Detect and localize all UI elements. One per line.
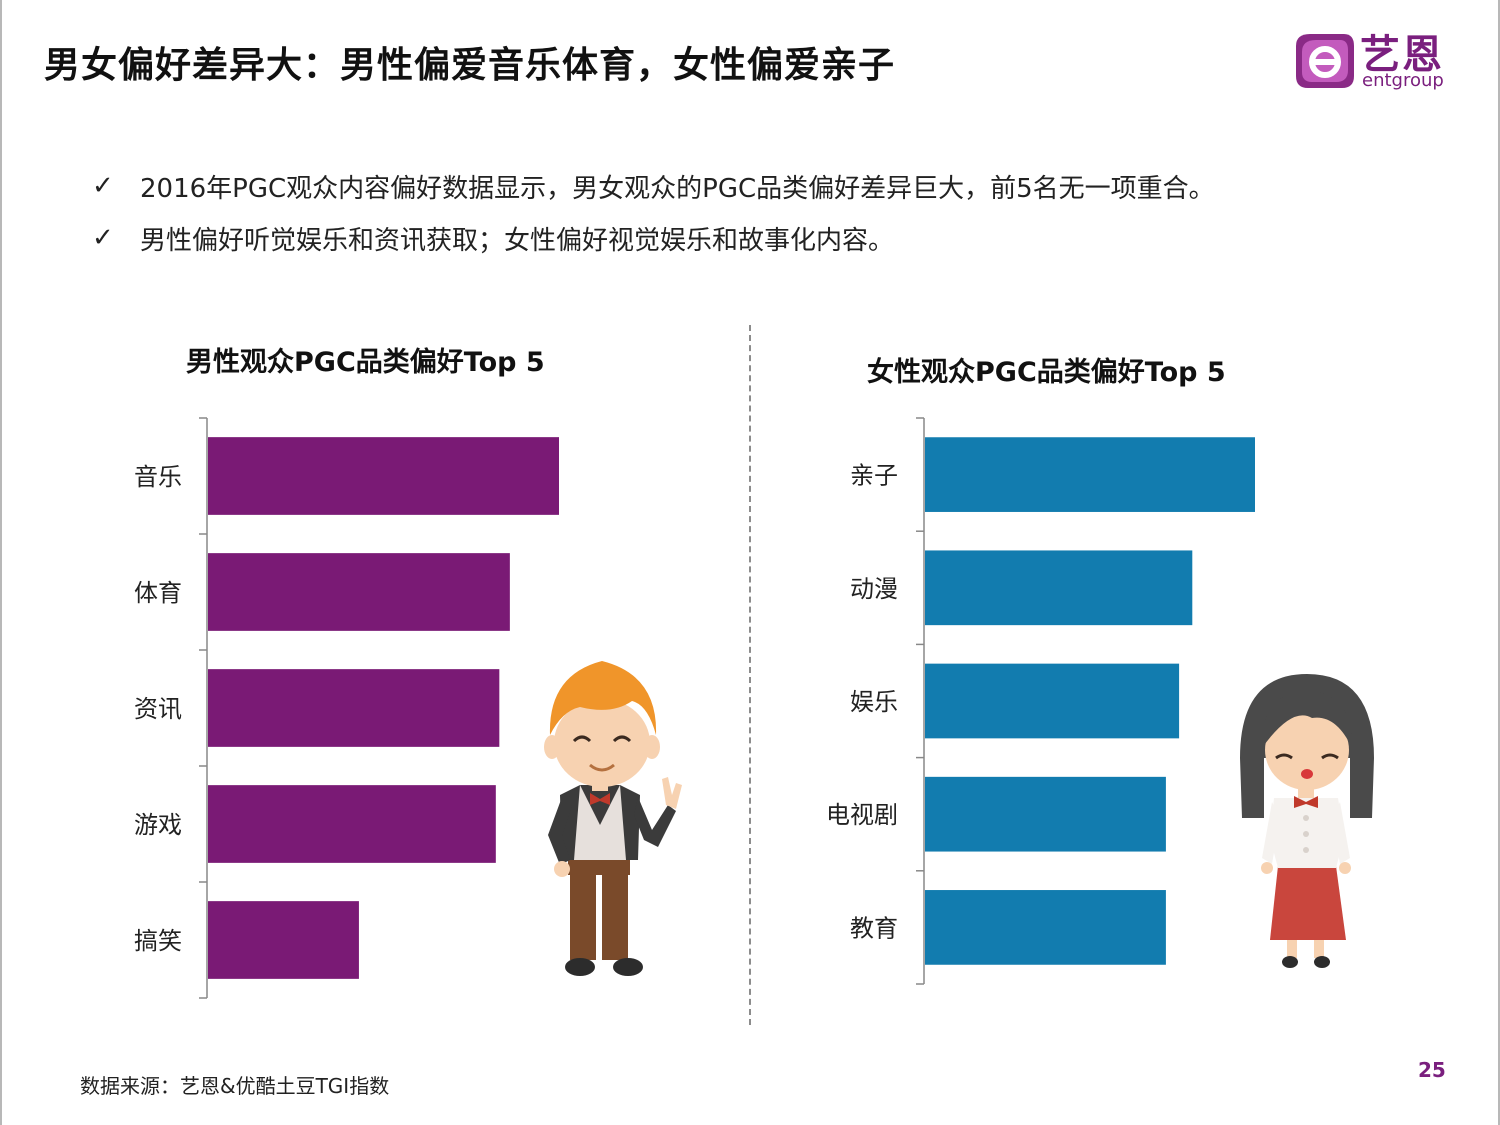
bullet-item: ✓ 男性偏好听觉娱乐和资讯获取；女性偏好视觉娱乐和故事化内容。 <box>92 218 1215 258</box>
male-bar <box>208 669 500 747</box>
male-category-label: 音乐 <box>134 463 182 491</box>
logo-icon <box>1296 34 1354 88</box>
female-bar <box>925 890 1166 965</box>
entgroup-logo: 艺恩 entgroup <box>1288 26 1458 96</box>
female-category-label: 亲子 <box>850 462 898 490</box>
left-frame-line <box>0 0 2 1125</box>
female-category-label: 娱乐 <box>850 688 898 716</box>
bullet-text: 2016年PGC观众内容偏好数据显示，男女观众的PGC品类偏好差异巨大，前5名无… <box>140 173 1215 204</box>
data-source-note: 数据来源：艺恩&优酷土豆TGI指数 <box>80 1074 390 1098</box>
logo-chinese-text: 艺恩 <box>1360 32 1444 78</box>
bullet-text: 男性偏好听觉娱乐和资讯获取；女性偏好视觉娱乐和故事化内容。 <box>140 225 895 256</box>
bullet-list: ✓ 2016年PGC观众内容偏好数据显示，男女观众的PGC品类偏好差异巨大，前5… <box>92 166 1215 270</box>
center-divider <box>749 325 751 1025</box>
male-bar <box>208 785 496 863</box>
female-category-label: 动漫 <box>850 575 898 603</box>
female-bar <box>925 437 1255 512</box>
male-category-label: 资讯 <box>134 695 182 723</box>
check-icon: ✓ <box>92 171 114 201</box>
female-bar <box>925 550 1193 626</box>
female-cartoon-figure <box>1240 674 1374 968</box>
male-category-label: 搞笑 <box>134 927 182 955</box>
logo-english-text: entgroup <box>1362 70 1444 91</box>
male-bar <box>208 553 510 631</box>
male-cartoon-figure <box>544 661 682 976</box>
female-chart-title: 女性观众PGC品类偏好Top 5 <box>867 357 1226 388</box>
male-category-label: 体育 <box>134 579 182 607</box>
female-category-label: 教育 <box>850 914 898 942</box>
page-number: 25 <box>1418 1058 1446 1082</box>
male-chart-title: 男性观众PGC品类偏好Top 5 <box>186 347 545 378</box>
male-category-label: 游戏 <box>134 811 182 839</box>
male-bar <box>208 901 359 979</box>
male-bar <box>208 437 559 515</box>
page-title: 男女偏好差异大：男性偏爱音乐体育，女性偏爱亲子 <box>44 45 896 86</box>
right-frame-line <box>1498 0 1500 1125</box>
female-category-label: 电视剧 <box>826 801 898 829</box>
check-icon: ✓ <box>92 223 114 253</box>
female-bar <box>925 663 1180 739</box>
female-bar <box>925 776 1166 852</box>
bullet-item: ✓ 2016年PGC观众内容偏好数据显示，男女观众的PGC品类偏好差异巨大，前5… <box>92 166 1215 206</box>
